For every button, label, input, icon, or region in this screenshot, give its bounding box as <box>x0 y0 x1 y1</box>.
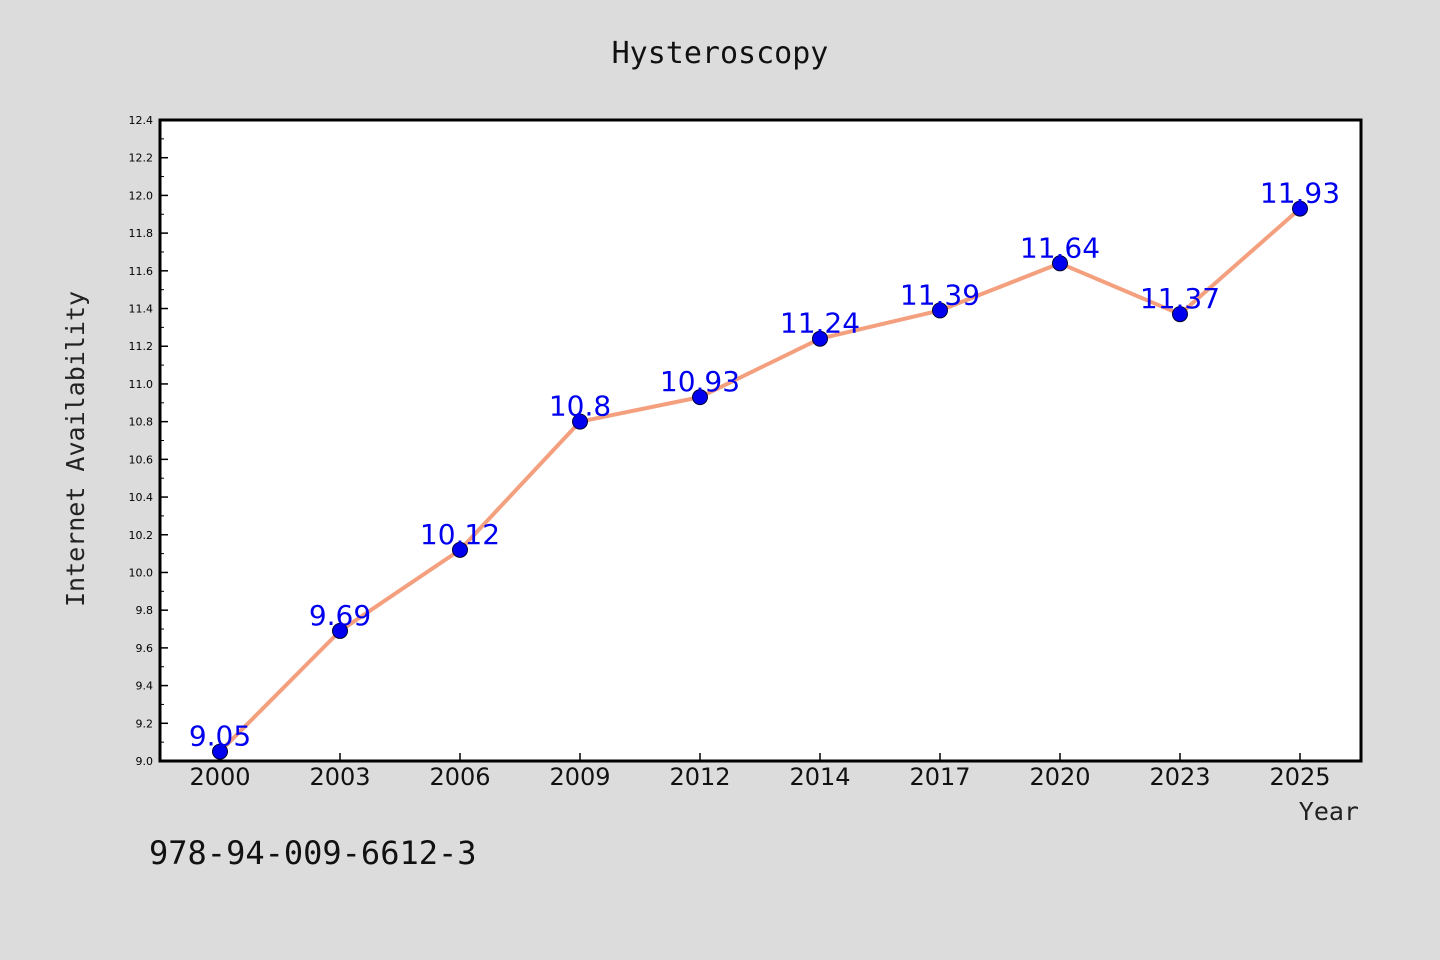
data-label: 10.93 <box>660 365 740 398</box>
y-tick-label: 11.0 <box>129 378 154 391</box>
y-tick-label: 9.2 <box>136 717 154 730</box>
y-tick-label: 9.6 <box>136 642 154 655</box>
chart-title: Hysteroscopy <box>612 36 829 71</box>
data-point <box>1052 255 1068 272</box>
data-point <box>572 413 588 430</box>
data-point <box>692 389 708 406</box>
y-tick-label: 12.2 <box>129 152 154 165</box>
x-axis-label: Year <box>1299 797 1359 826</box>
y-tick-label: 11.6 <box>129 265 154 278</box>
y-axis-label: Internet Availability <box>61 291 90 607</box>
x-tick-label: 2000 <box>189 763 250 791</box>
x-tick-label: 2006 <box>429 763 490 791</box>
y-tick-label: 9.0 <box>136 755 154 768</box>
y-tick-label: 9.8 <box>136 604 154 617</box>
x-axis: 2000 2003 2006 2009 2012 2014 2017 2020 2023 2025 <box>189 753 1331 791</box>
footnote-isbn: 978-94-009-6612-3 <box>149 834 477 872</box>
data-point <box>212 743 228 760</box>
y-tick-label: 12.4 <box>129 114 154 127</box>
data-label: 11.93 <box>1260 177 1340 210</box>
data-label: 9.69 <box>309 599 371 632</box>
data-label: 11.64 <box>1020 231 1100 264</box>
data-point <box>1292 200 1308 217</box>
y-tick-label: 11.4 <box>129 303 154 316</box>
data-label: 11.39 <box>900 278 980 311</box>
y-tick-label: 11.2 <box>129 340 154 353</box>
y-tick-label: 10.0 <box>129 566 154 579</box>
data-point <box>812 330 828 347</box>
x-tick-label: 2003 <box>309 763 370 791</box>
data-point <box>452 541 468 558</box>
data-point <box>332 622 348 639</box>
x-tick-label: 2020 <box>1029 763 1090 791</box>
y-tick-label: 11.8 <box>129 227 154 240</box>
data-label: 10.8 <box>549 390 611 423</box>
y-tick-label: 10.2 <box>129 529 154 542</box>
x-tick-label: 2023 <box>1149 763 1210 791</box>
x-tick-label: 2017 <box>909 763 970 791</box>
y-tick-label: 9.4 <box>136 680 154 693</box>
data-point <box>932 302 948 319</box>
y-axis: 9.0 9.2 9.4 9.6 9.8 10.0 10.2 10.4 10.6 10.8 11.0 1… <box>129 114 168 768</box>
series-layer: 9.05 9.69 10.12 10.8 10.93 11.24 11.39 11.64 11.… <box>189 177 1340 760</box>
series-line <box>218 206 1302 754</box>
x-tick-label: 2012 <box>669 763 730 791</box>
data-label: 10.12 <box>420 518 500 551</box>
y-tick-label: 12.0 <box>129 189 154 202</box>
y-tick-label: 10.6 <box>129 453 154 466</box>
data-label: 11.37 <box>1140 282 1220 315</box>
x-tick-label: 2014 <box>789 763 850 791</box>
data-label: 9.05 <box>189 720 251 753</box>
y-tick-label: 10.4 <box>129 491 154 504</box>
x-tick-label: 2009 <box>549 763 610 791</box>
data-point <box>1172 306 1188 323</box>
plot-area <box>158 118 1363 763</box>
x-tick-label: 2025 <box>1269 763 1330 791</box>
y-tick-label: 10.8 <box>129 416 154 429</box>
data-label: 11.24 <box>780 307 860 340</box>
